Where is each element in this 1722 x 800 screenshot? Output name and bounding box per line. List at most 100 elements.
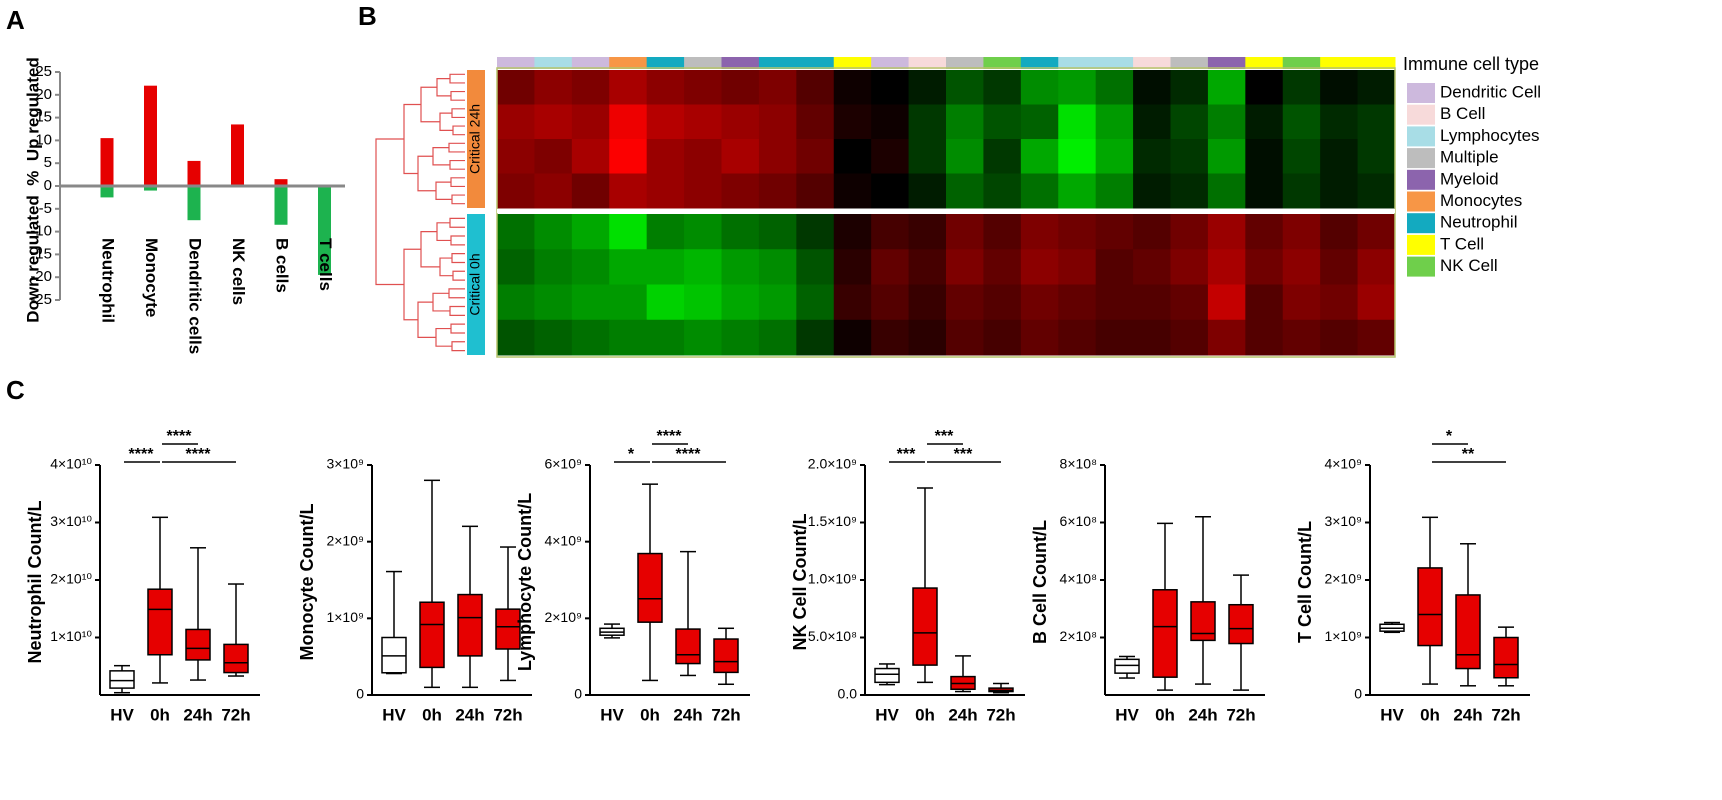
bar bbox=[187, 160, 201, 186]
significance-label: **** bbox=[657, 428, 683, 445]
legend-swatch bbox=[1407, 256, 1435, 277]
heatmap-cell bbox=[571, 249, 610, 285]
x-tick-label: 72h bbox=[493, 705, 522, 724]
heatmap-cell bbox=[1320, 139, 1359, 174]
heatmap-cell bbox=[534, 173, 573, 209]
heatmap-cell bbox=[758, 173, 797, 209]
legend-swatch bbox=[1407, 169, 1435, 190]
legend-label: T Cell bbox=[1440, 234, 1484, 253]
heatmap-cell bbox=[1020, 319, 1059, 356]
y-tick-label: 2×10⁹ bbox=[544, 609, 582, 625]
heatmap-cell bbox=[1133, 70, 1171, 105]
y-tick-label: 3×10⁹ bbox=[1324, 513, 1362, 529]
heatmap-cell bbox=[983, 249, 1022, 285]
heatmap-cell bbox=[833, 139, 872, 174]
y-tick-label: 2×10⁸ bbox=[1060, 628, 1098, 644]
y-tick-label: 6×10⁸ bbox=[1060, 513, 1098, 529]
significance-label: **** bbox=[129, 446, 155, 463]
box bbox=[874, 667, 900, 684]
heatmap-cell bbox=[1020, 214, 1059, 250]
column-type-bar bbox=[796, 57, 835, 69]
dendrogram bbox=[375, 138, 404, 286]
heatmap-cell bbox=[758, 319, 797, 356]
category-label: B cells bbox=[273, 238, 292, 293]
legend-swatch bbox=[1407, 104, 1435, 125]
column-type-bar bbox=[1320, 57, 1359, 69]
heatmap-cell bbox=[1320, 319, 1359, 356]
heatmap-cell bbox=[1170, 70, 1209, 105]
heatmap-cell bbox=[871, 70, 910, 105]
dendrogram bbox=[449, 73, 465, 84]
heatmap-cell bbox=[1170, 249, 1209, 285]
y-tick-label: 4×10⁹ bbox=[544, 532, 582, 548]
heatmap-cell bbox=[571, 214, 610, 250]
heatmap-cell bbox=[1320, 104, 1359, 140]
heatmap-cell bbox=[1357, 319, 1396, 356]
x-tick-label: 0h bbox=[1420, 705, 1440, 724]
heatmap-cell bbox=[1058, 104, 1097, 140]
column-type-bar bbox=[1207, 57, 1246, 69]
heatmap-cell bbox=[796, 214, 835, 250]
heatmap-cell bbox=[571, 173, 610, 209]
dendrogram bbox=[449, 305, 465, 316]
heatmap-cell bbox=[684, 284, 722, 321]
column-type-bar bbox=[833, 57, 872, 69]
heatmap-cell bbox=[1245, 104, 1284, 140]
legend-label: Multiple bbox=[1440, 148, 1499, 167]
heatmap-cell bbox=[534, 139, 573, 174]
box bbox=[495, 608, 521, 650]
significance-label: **** bbox=[676, 446, 702, 463]
y-axis-title: Lymphocyte Count/L bbox=[515, 493, 535, 671]
heatmap-cell bbox=[609, 70, 648, 105]
x-tick-label: 0h bbox=[150, 705, 170, 724]
heatmap-cell bbox=[1170, 214, 1209, 250]
heatmap-cell bbox=[1320, 214, 1359, 250]
heatmap-cell bbox=[1133, 139, 1171, 174]
dendrogram bbox=[450, 90, 465, 101]
y-tick-label: 1×10⁹ bbox=[1324, 628, 1362, 644]
heatmap-cell bbox=[1207, 139, 1246, 174]
heatmap-cell bbox=[983, 139, 1022, 174]
dendrogram bbox=[450, 177, 465, 188]
heatmap-cell bbox=[871, 214, 910, 250]
y-axis-title: NK Cell Count/L bbox=[790, 514, 810, 651]
heatmap-cell bbox=[1133, 104, 1171, 140]
heatmap-cell bbox=[646, 104, 685, 140]
y-tick-label: -25 bbox=[30, 291, 52, 308]
y-tick-label: -10 bbox=[30, 223, 52, 240]
dendrogram bbox=[451, 341, 465, 352]
legend-label: Lymphocytes bbox=[1440, 126, 1540, 145]
significance-label: ** bbox=[1462, 446, 1475, 463]
heatmap-cell bbox=[721, 104, 760, 140]
heatmap-cell bbox=[758, 284, 797, 321]
heatmap-cell bbox=[1020, 173, 1059, 209]
heatmap-cell bbox=[1058, 139, 1097, 174]
y-tick-label: 20 bbox=[35, 86, 52, 103]
column-type-bar bbox=[646, 57, 685, 69]
heatmap-cell bbox=[497, 249, 535, 285]
heatmap-cell bbox=[684, 319, 722, 356]
column-type-bar bbox=[946, 57, 984, 69]
heatmap-cell bbox=[684, 173, 722, 209]
heatmap-cell bbox=[1095, 173, 1134, 209]
legend-swatch bbox=[1407, 126, 1435, 147]
y-tick-label: 2×10⁹ bbox=[1324, 571, 1362, 587]
heatmap-cell bbox=[609, 319, 648, 356]
heatmap-cell bbox=[1357, 249, 1396, 285]
category-label: NK cells bbox=[229, 238, 248, 305]
heatmap-cell bbox=[833, 284, 872, 321]
heatmap-cell bbox=[946, 104, 984, 140]
heatmap-cell bbox=[646, 319, 685, 356]
heatmap-cell bbox=[796, 139, 835, 174]
x-tick-label: 24h bbox=[455, 705, 484, 724]
heatmap-cell bbox=[609, 104, 648, 140]
heatmap-cell bbox=[946, 139, 984, 174]
panel-letter: A bbox=[6, 5, 25, 35]
legend-swatch bbox=[1407, 191, 1435, 212]
heatmap-cell bbox=[796, 319, 835, 356]
heatmap-cell bbox=[1357, 139, 1396, 174]
box bbox=[457, 593, 483, 657]
heatmap-cell bbox=[758, 214, 797, 250]
y-tick-label: 2×10⁹ bbox=[326, 532, 364, 548]
